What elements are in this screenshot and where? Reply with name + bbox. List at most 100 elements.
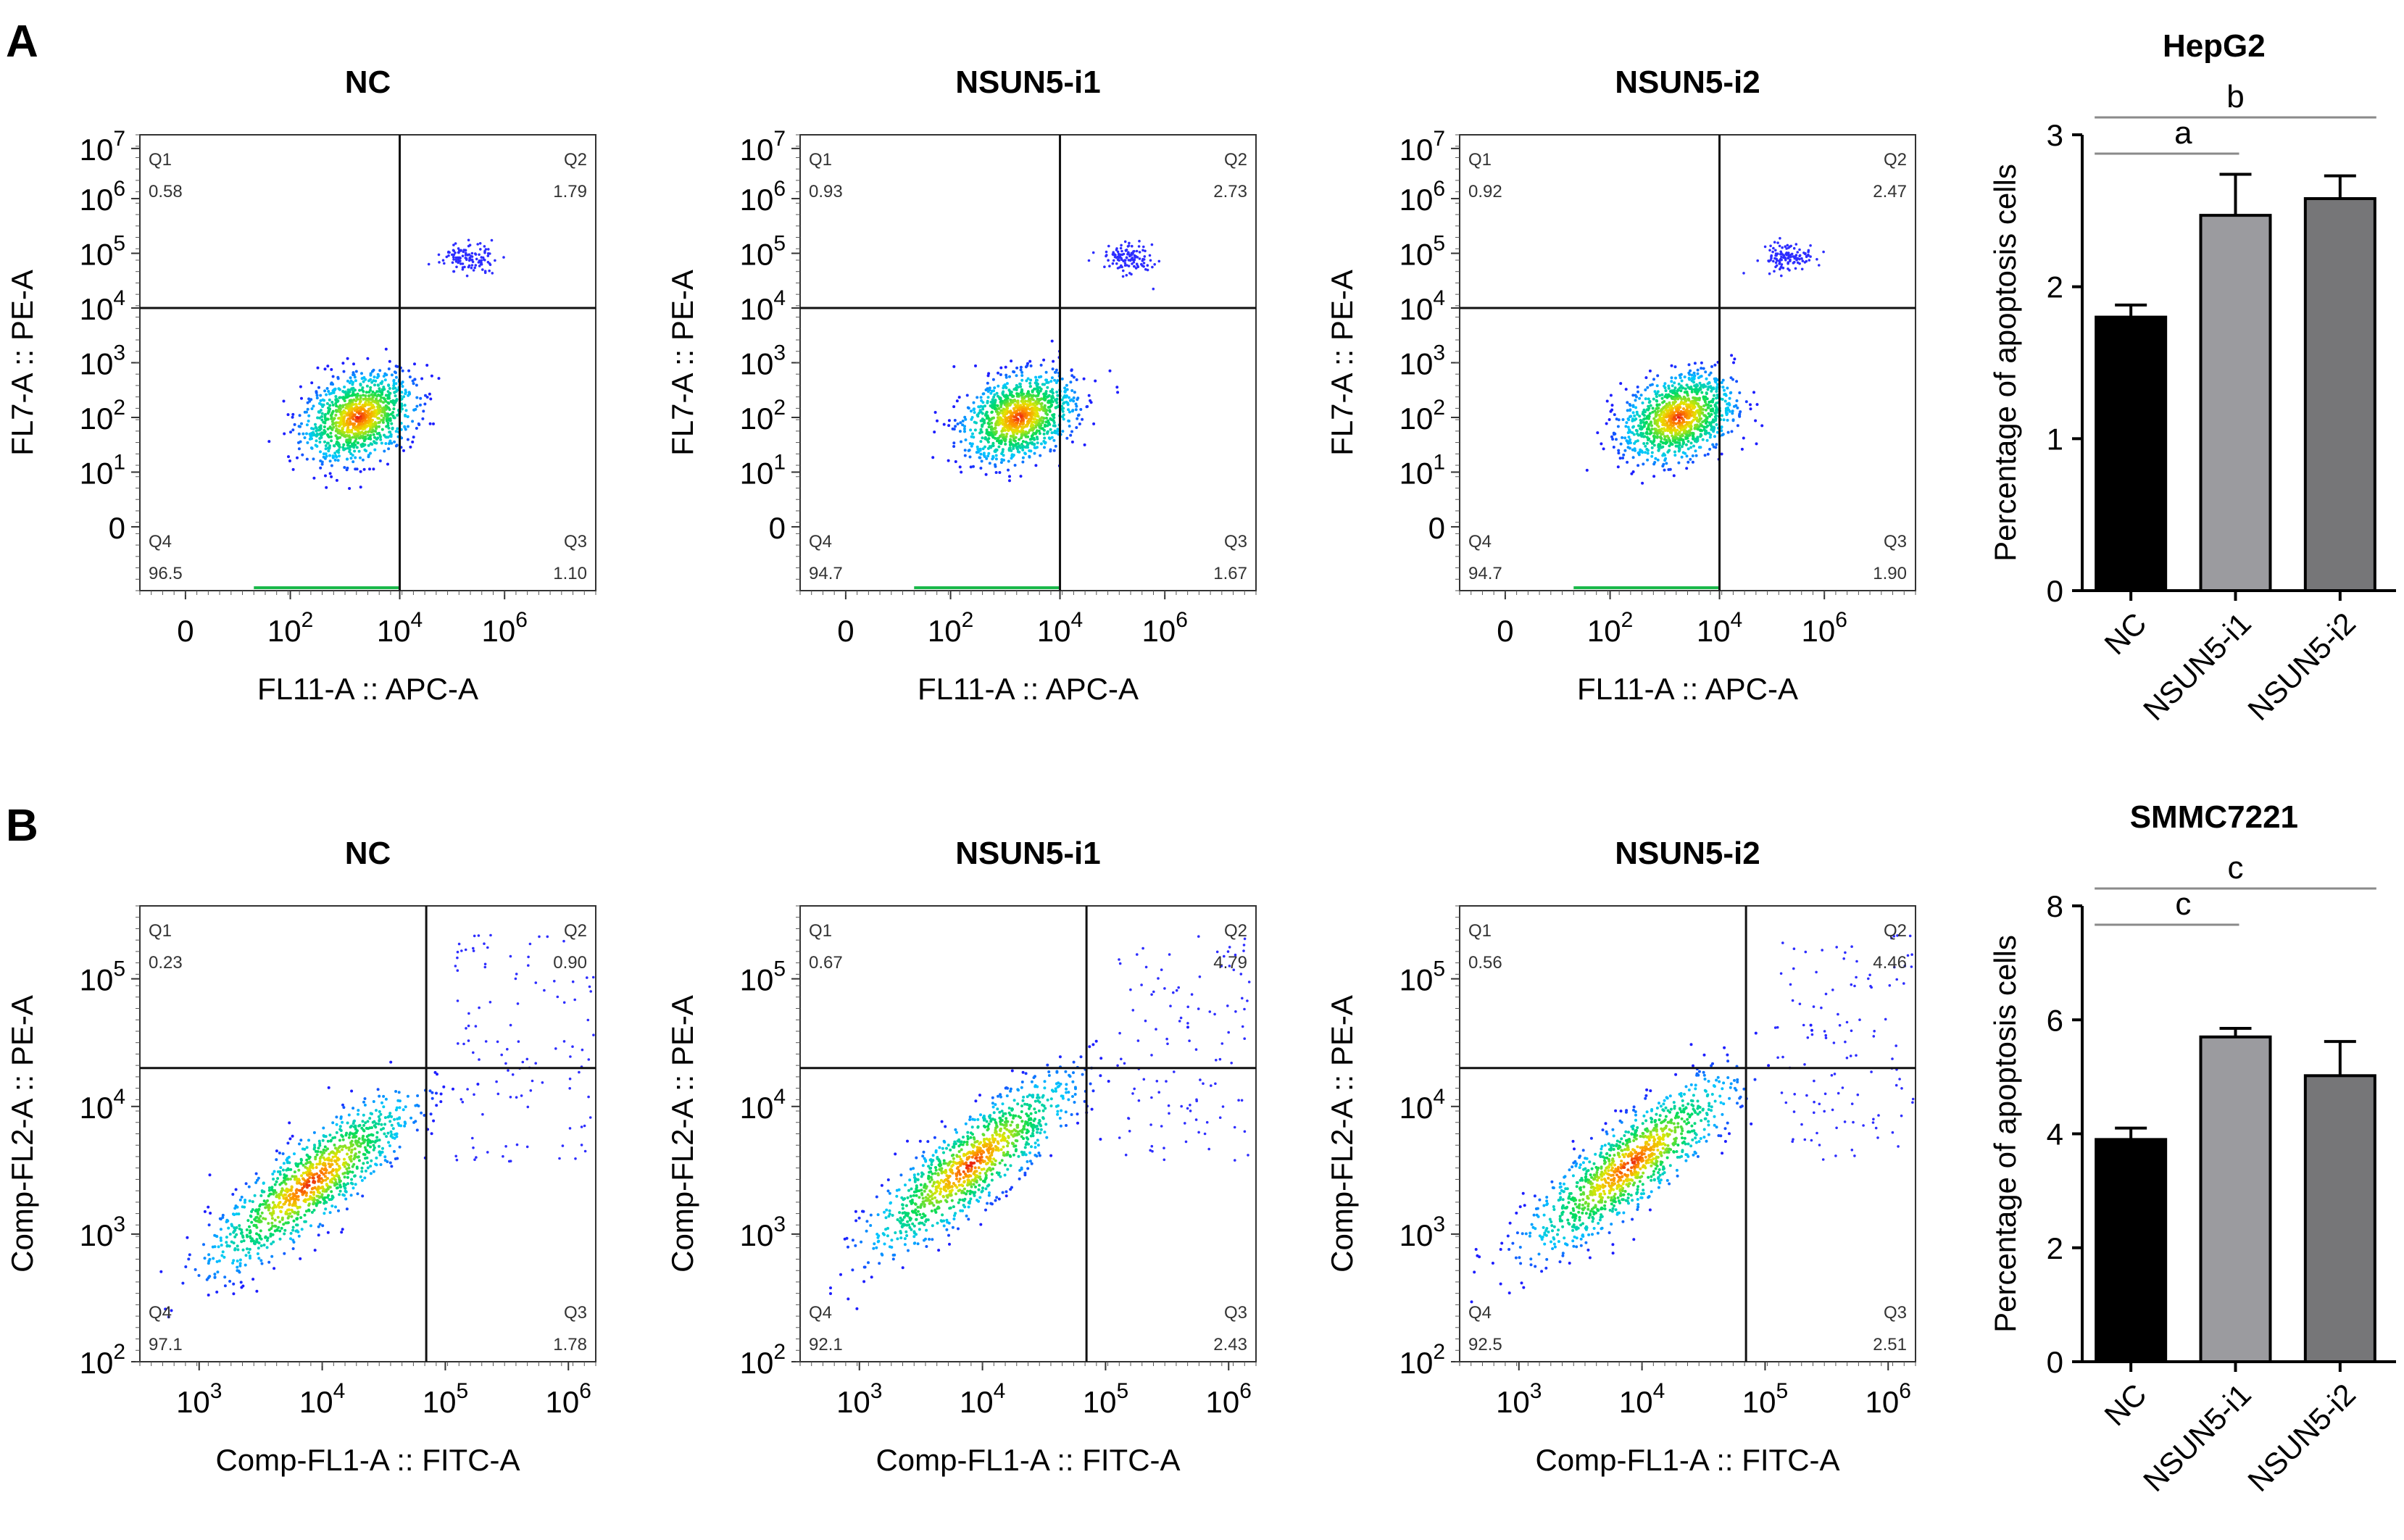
event-dot: [1661, 465, 1665, 468]
event-dot: [1019, 404, 1023, 407]
plot-frame: [1459, 134, 1916, 591]
event-dot: [1021, 456, 1025, 459]
event-dot: [1735, 380, 1739, 383]
event-dot: [382, 401, 385, 404]
event-dot: [1696, 437, 1700, 441]
event-dot: [379, 1163, 383, 1166]
event-dot: [979, 419, 983, 423]
event-dot: [233, 1228, 237, 1232]
event-dot: [1689, 446, 1693, 449]
event-dot: [1129, 258, 1132, 262]
event-dot: [1639, 419, 1643, 423]
event-dot: [366, 1139, 370, 1142]
event-dot: [1692, 406, 1695, 409]
event-dot: [234, 1188, 238, 1191]
event-dot: [235, 1212, 238, 1216]
event-dot: [347, 1148, 351, 1152]
event-dot: [344, 1186, 347, 1190]
event-dot: [283, 1232, 286, 1236]
event-dot: [250, 1237, 254, 1241]
event-dot: [1642, 423, 1646, 427]
event-dot: [349, 1160, 353, 1163]
event-dot: [1020, 378, 1024, 382]
event-dot: [315, 396, 319, 400]
event-dot: [326, 417, 330, 421]
event-dot: [1705, 429, 1708, 433]
event-dot: [323, 428, 326, 432]
event-dot: [267, 1260, 271, 1264]
event-dot: [346, 395, 349, 399]
event-dot: [1120, 264, 1123, 267]
event-dot: [1078, 423, 1081, 425]
event-dot: [1012, 431, 1015, 435]
event-dot: [1673, 391, 1676, 395]
event-dot: [346, 391, 350, 394]
event-dot: [982, 420, 986, 423]
event-dot: [1666, 425, 1670, 428]
event-dot: [1721, 378, 1725, 382]
event-dot: [1798, 248, 1801, 251]
event-dot: [300, 1159, 303, 1162]
event-dot: [255, 1289, 259, 1293]
event-dot: [322, 1148, 325, 1152]
event-dot: [359, 456, 362, 459]
y-tick-label: 107: [80, 127, 125, 167]
y-tick-label: 104: [80, 286, 125, 326]
event-dot: [387, 367, 391, 370]
event-dot: [1682, 401, 1686, 404]
event-dot: [1701, 438, 1705, 441]
event-dot: [289, 1237, 292, 1241]
event-dot: [961, 420, 965, 423]
event-dot: [321, 398, 325, 401]
event-dot: [1025, 379, 1028, 383]
event-dot: [274, 1225, 278, 1228]
event-dot: [1711, 407, 1715, 411]
event-dot: [484, 248, 488, 251]
event-dot: [1696, 419, 1699, 423]
event-dot: [350, 430, 354, 434]
event-dot: [319, 399, 323, 402]
event-dot: [1690, 373, 1694, 377]
event-dot: [1043, 446, 1046, 449]
event-dot: [1092, 422, 1096, 425]
event-dot: [994, 454, 998, 457]
event-dot: [1742, 436, 1745, 440]
event-dot: [1798, 254, 1802, 257]
event-dot: [1679, 389, 1683, 393]
event-dot: [1665, 406, 1668, 409]
event-dot: [414, 1120, 417, 1123]
event-dot: [442, 1085, 446, 1089]
event-dot: [1798, 257, 1801, 261]
event-dot: [1123, 240, 1127, 244]
event-dot: [1726, 386, 1729, 390]
event-dot: [474, 264, 478, 267]
event-dot: [415, 383, 418, 387]
event-dot: [1650, 454, 1654, 458]
event-dot: [307, 1209, 311, 1212]
event-dot: [461, 266, 465, 269]
event-dot: [380, 407, 384, 410]
event-dot: [334, 434, 338, 438]
event-dot: [314, 444, 317, 447]
event-dot: [366, 421, 370, 425]
event-dot: [458, 256, 462, 259]
event-dot: [378, 389, 381, 393]
event-dot: [975, 421, 978, 425]
event-dot: [312, 457, 315, 461]
event-dot: [386, 396, 390, 400]
event-dot: [977, 412, 981, 415]
event-dot: [380, 428, 384, 431]
event-dot: [1142, 245, 1145, 249]
event-dot: [1653, 422, 1657, 425]
event-dot: [981, 436, 984, 440]
event-dot: [352, 446, 356, 449]
event-dot: [1151, 265, 1154, 269]
event-dot: [341, 1145, 345, 1149]
quadrant-name-q3: Q3: [1224, 532, 1247, 552]
event-dot: [1029, 438, 1033, 441]
event-dot: [1009, 417, 1012, 420]
event-dot: [1695, 392, 1699, 396]
event-dot: [342, 1106, 346, 1110]
event-dot: [1086, 405, 1089, 408]
x-tick-label: 0: [1497, 614, 1513, 648]
